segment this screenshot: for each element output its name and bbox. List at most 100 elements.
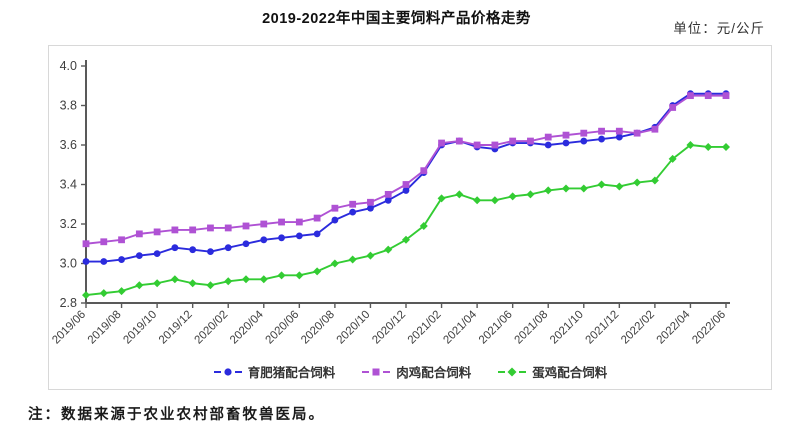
x-tick-label: 2019/08 xyxy=(86,309,124,347)
y-tick-label: 2.8 xyxy=(60,296,77,310)
data-point-marker xyxy=(527,137,534,145)
data-point-marker xyxy=(419,221,428,230)
data-point-marker xyxy=(117,287,126,296)
data-point-marker xyxy=(668,154,677,163)
data-point-marker xyxy=(135,281,144,290)
x-tick-label: 2020/02 xyxy=(192,309,230,347)
data-point-marker xyxy=(473,196,482,205)
unit-label: 单位：元/公斤 xyxy=(673,21,765,36)
chart-legend: 育肥猪配合饲料 肉鸡配合饲料 蛋鸡配合饲料 xyxy=(49,362,771,381)
data-point-marker xyxy=(224,244,232,252)
data-point-marker xyxy=(508,192,517,201)
x-tick-label: 2021/08 xyxy=(512,309,550,347)
data-point-marker xyxy=(402,235,410,244)
x-tick-label: 2022/06 xyxy=(690,309,728,347)
data-point-marker xyxy=(260,236,268,244)
data-point-marker xyxy=(259,275,268,284)
data-point-marker xyxy=(242,275,250,284)
legend-item-2: 肉鸡配合饲料 xyxy=(361,362,471,381)
data-point-marker xyxy=(313,230,321,238)
x-tick-label: 2021/02 xyxy=(406,309,444,347)
x-tick-label: 2020/12 xyxy=(370,309,408,347)
data-point-marker xyxy=(562,184,570,193)
data-point-marker xyxy=(206,281,215,290)
data-point-marker xyxy=(189,226,197,234)
data-point-marker xyxy=(402,187,410,194)
data-point-marker xyxy=(99,289,108,298)
data-point-marker xyxy=(686,141,695,149)
y-tick-label: 4.0 xyxy=(60,59,77,73)
x-tick-label: 2019/10 xyxy=(121,309,159,347)
data-point-marker xyxy=(170,275,179,284)
data-point-marker xyxy=(82,291,90,300)
data-point-marker xyxy=(651,125,659,133)
data-point-marker xyxy=(295,232,303,240)
data-point-marker xyxy=(171,226,179,234)
data-point-marker xyxy=(490,196,499,205)
y-tick-label: 3.6 xyxy=(60,138,77,152)
legend-label: 育肥猪配合饲料 xyxy=(247,366,336,380)
data-source-note: 注：数据来源于农业农村部畜牧兽医局。 xyxy=(28,407,325,423)
price-trend-chart: 2.83.03.23.43.63.84.02019/062019/082019/… xyxy=(50,59,730,347)
data-point-marker xyxy=(330,259,339,268)
x-tick-label: 2020/04 xyxy=(228,308,266,346)
data-point-marker xyxy=(384,196,392,204)
data-point-marker xyxy=(349,208,357,216)
data-point-marker xyxy=(438,139,445,147)
data-point-marker xyxy=(544,186,553,195)
x-tick-label: 2022/02 xyxy=(619,309,657,347)
y-tick-label: 3.4 xyxy=(60,178,77,192)
data-point-marker xyxy=(562,131,570,139)
data-point-marker xyxy=(82,240,90,248)
data-point-marker xyxy=(224,277,233,286)
data-point-marker xyxy=(704,142,713,151)
legend-marker-diamond-icon xyxy=(498,367,527,376)
legend-marker-square-icon xyxy=(362,368,391,375)
series-line-diamond xyxy=(85,144,726,297)
data-point-marker xyxy=(704,92,712,100)
data-point-marker xyxy=(420,167,428,175)
data-point-marker xyxy=(437,194,446,203)
data-point-marker xyxy=(579,184,588,193)
legend-item-3: 蛋鸡配合饲料 xyxy=(497,362,607,381)
data-point-marker xyxy=(348,255,357,264)
x-tick-label: 2022/04 xyxy=(655,308,693,346)
data-point-marker xyxy=(544,133,552,141)
data-point-marker xyxy=(242,240,250,248)
x-tick-label: 2020/10 xyxy=(335,309,373,347)
data-point-marker xyxy=(153,279,162,288)
chart-panel: 2.8 3.0 3.2 3.4 3.6 3.8 4.0 2019/06 2019/08 2019/… xyxy=(48,45,772,390)
data-point-marker xyxy=(455,137,463,145)
series-line-square xyxy=(85,94,726,245)
data-point-marker xyxy=(118,236,125,244)
data-point-marker xyxy=(687,92,694,100)
data-point-marker xyxy=(562,139,570,147)
data-point-marker xyxy=(722,92,730,100)
x-tick-label: 2021/06 xyxy=(477,309,515,347)
data-point-marker xyxy=(526,190,535,199)
data-point-marker xyxy=(615,133,623,141)
data-point-marker xyxy=(366,251,375,260)
legend-item-1: 育肥猪配合饲料 xyxy=(213,362,336,381)
x-tick-label: 2019/12 xyxy=(157,309,195,347)
x-tick-label: 2021/04 xyxy=(441,308,479,346)
legend-marker-circle-icon xyxy=(213,367,242,376)
data-point-marker xyxy=(278,218,285,226)
data-point-marker xyxy=(171,244,179,252)
data-point-marker xyxy=(509,137,517,145)
data-point-marker xyxy=(153,250,161,258)
data-point-marker xyxy=(367,204,374,212)
data-point-marker xyxy=(384,245,393,254)
data-point-marker xyxy=(597,180,606,189)
x-tick-label: 2021/10 xyxy=(548,309,586,347)
data-point-marker xyxy=(260,220,268,228)
data-point-marker xyxy=(598,135,605,143)
data-point-marker xyxy=(313,214,321,222)
data-point-marker xyxy=(242,222,250,230)
data-point-marker xyxy=(118,256,125,263)
x-tick-label: 2021/12 xyxy=(584,309,622,347)
data-point-marker xyxy=(189,246,197,254)
data-point-marker xyxy=(349,200,357,208)
data-point-marker xyxy=(384,190,392,198)
x-tick-label: 2020/08 xyxy=(299,309,337,347)
